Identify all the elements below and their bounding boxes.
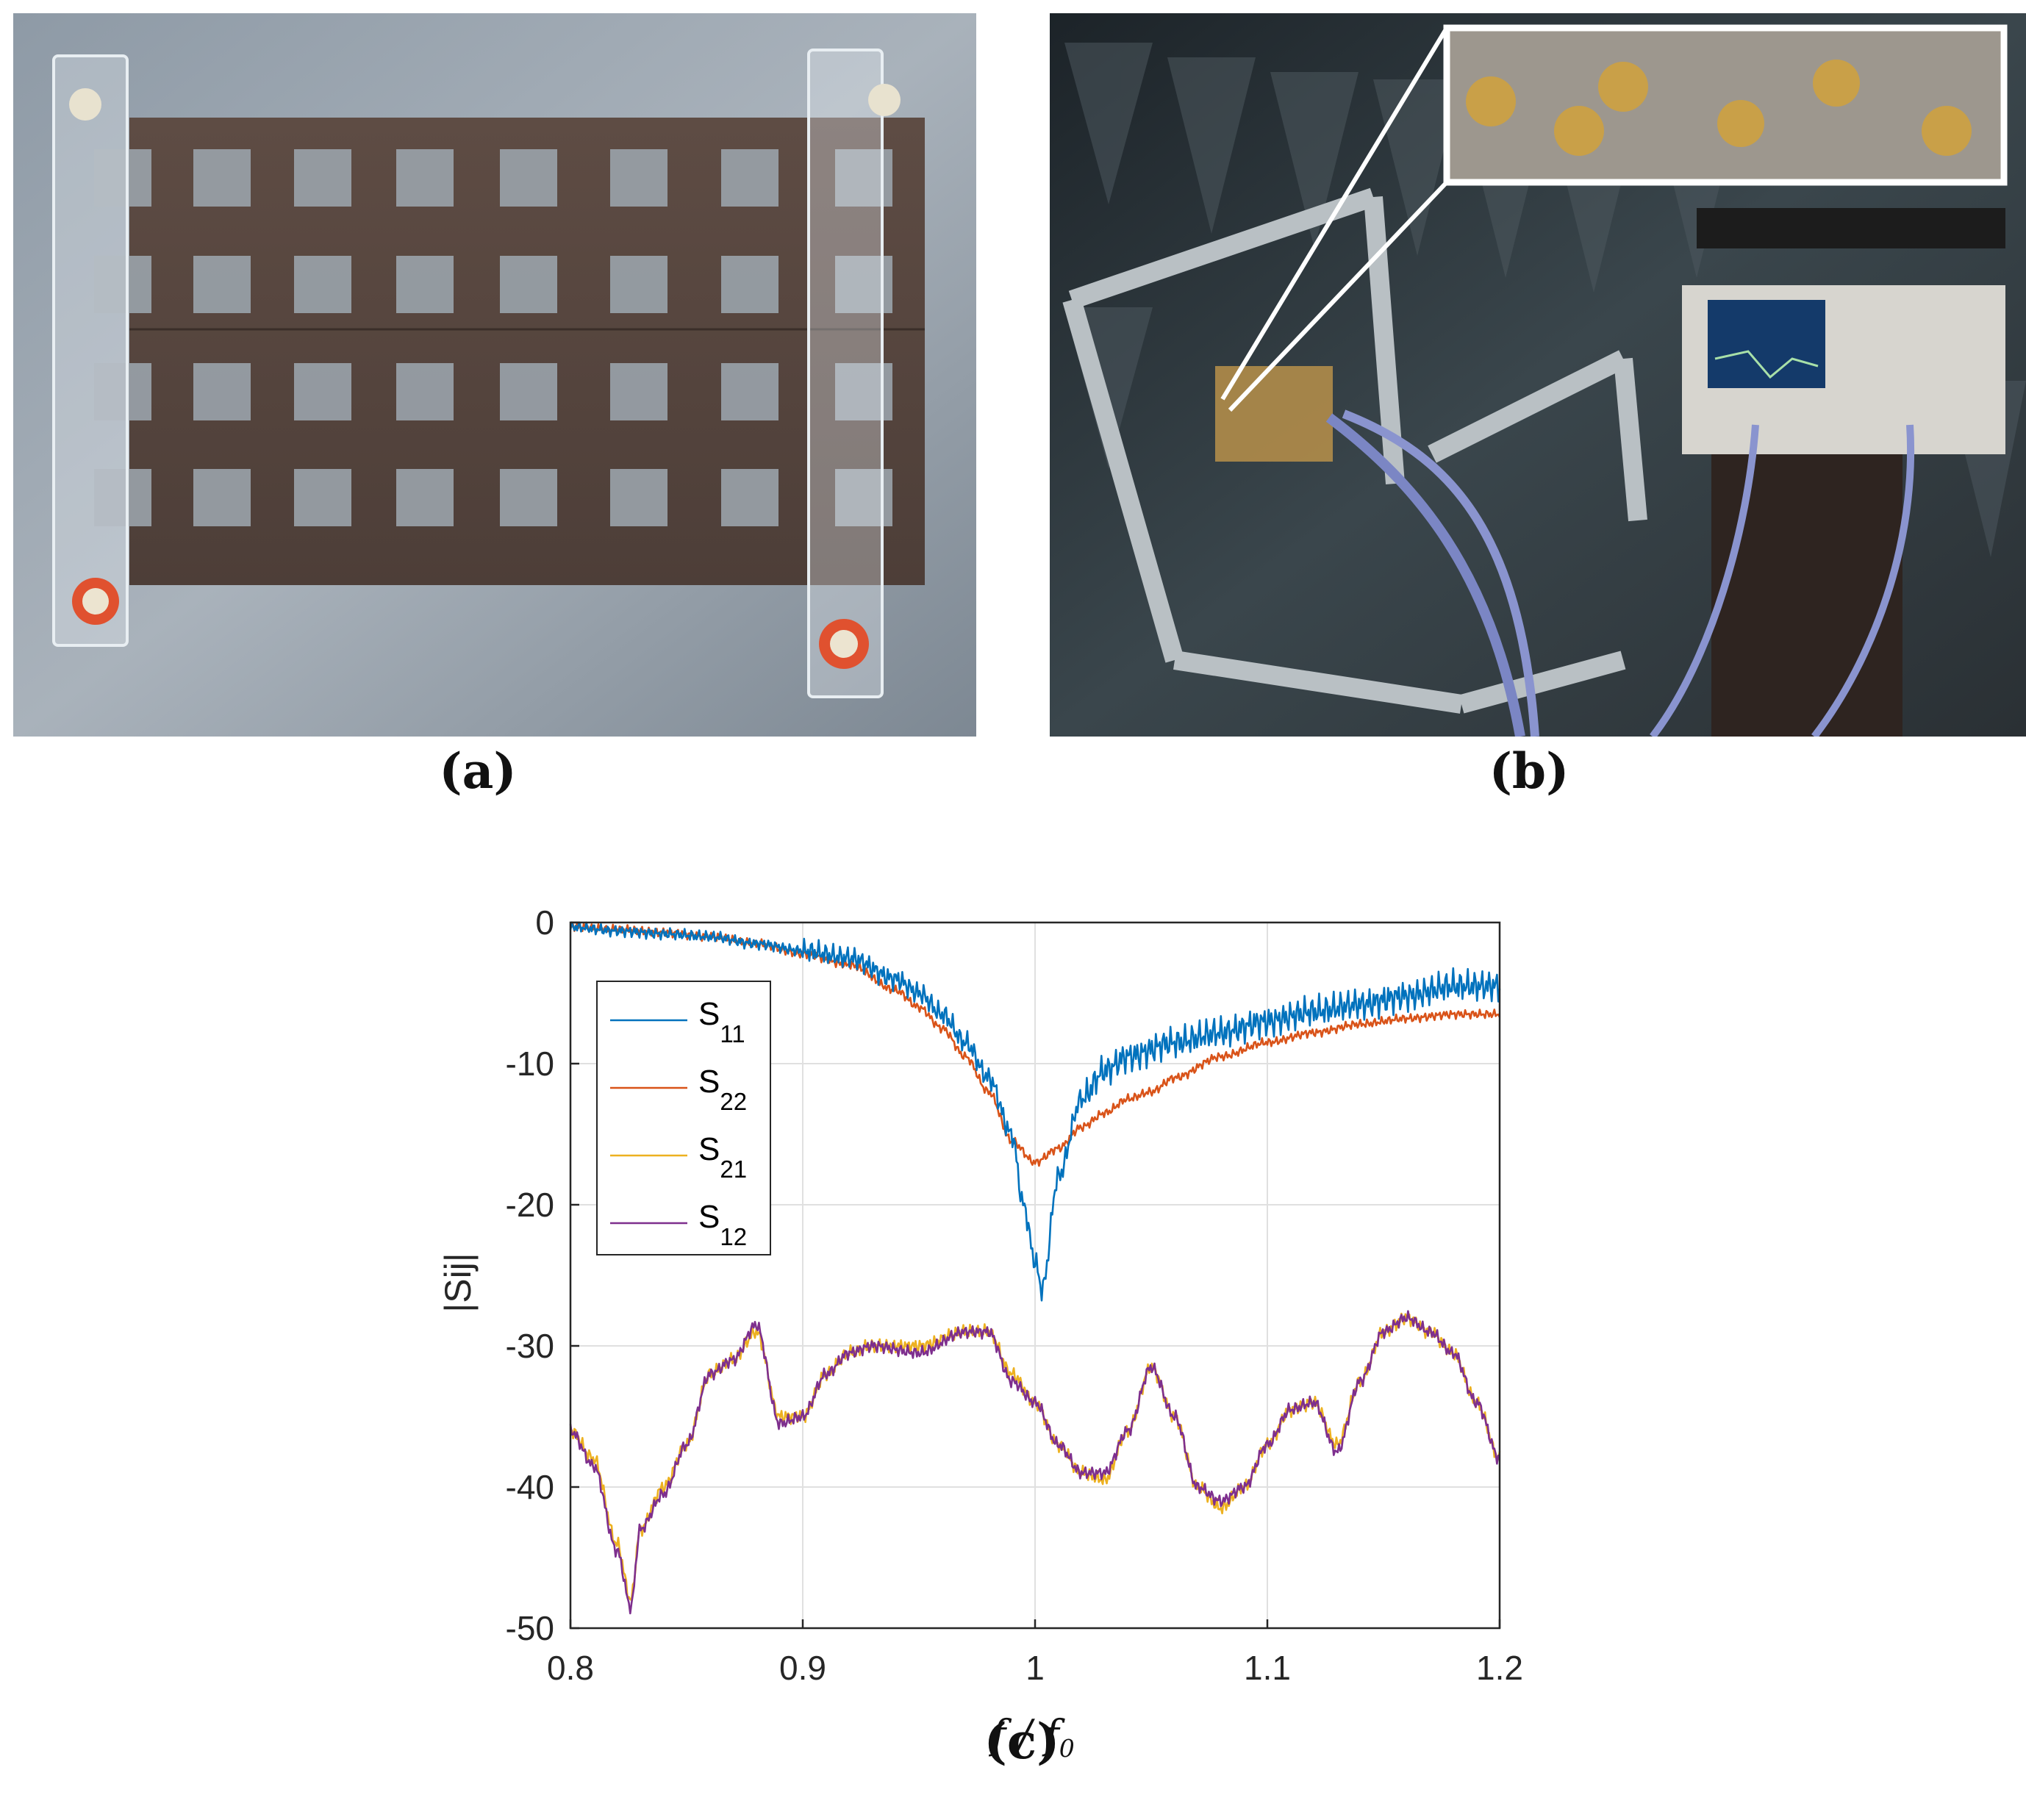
metal-patch — [610, 256, 667, 313]
metal-patch — [396, 256, 454, 313]
metal-patch — [500, 256, 557, 313]
metal-patch — [610, 149, 667, 207]
y-axis-ticks: 0 -10 -20 -30 -40 -50 — [506, 903, 579, 1647]
series-line-s22 — [570, 922, 1501, 1167]
metal-patch — [721, 469, 778, 526]
x-axis-label: f / f0 — [988, 1711, 1075, 1763]
metal-patch — [193, 469, 251, 526]
legend-label-s21: S21 — [698, 1131, 747, 1183]
legend-label-s22: S22 — [698, 1064, 747, 1115]
panel-label-b: (b) — [1489, 742, 1569, 800]
y-tick-label: -50 — [506, 1609, 554, 1647]
y-tick-label: -10 — [506, 1045, 554, 1083]
x-axis-ticks: 0.8 0.9 1 1.1 1.2 — [547, 1619, 1523, 1687]
patch-array — [94, 149, 892, 526]
x-tick-label: 1.2 — [1476, 1649, 1523, 1687]
metal-patch — [396, 363, 454, 420]
metal-patch — [610, 469, 667, 526]
coax-cable — [1342, 409, 1539, 737]
measurement-setup-drawing — [1050, 13, 2026, 737]
metal-patch — [94, 469, 151, 526]
metal-patch — [500, 149, 557, 207]
measurement-setup-photo — [1050, 13, 2026, 737]
x-tick-label: 0.8 — [547, 1649, 594, 1687]
acrylic-clamp-left — [52, 54, 129, 647]
metal-patch — [721, 149, 778, 207]
metal-patch — [500, 363, 557, 420]
metal-patch — [193, 256, 251, 313]
x-tick-label: 1 — [1025, 1649, 1045, 1687]
panel-label-a: (a) — [439, 742, 517, 800]
metal-patch — [94, 363, 151, 420]
metal-patch — [610, 363, 667, 420]
chart-legend: S11 S22 S21 S12 — [596, 981, 771, 1255]
aluminum-frame — [1062, 187, 1647, 714]
metal-patch — [294, 469, 351, 526]
coax-cable — [1325, 413, 1525, 737]
acrylic-clamp-right — [807, 49, 884, 698]
nylon-screw — [868, 84, 901, 116]
metal-patch — [396, 469, 454, 526]
prototype-photo-drawing — [13, 13, 976, 737]
legend-label-s11: S11 — [698, 996, 745, 1047]
metal-patch — [396, 149, 454, 207]
nylon-screw — [69, 88, 101, 121]
x-tick-label: 1.1 — [1244, 1649, 1291, 1687]
metal-patch — [294, 256, 351, 313]
connector-inset — [1443, 24, 2008, 186]
prototype-photo — [13, 13, 976, 737]
panel-label-c: (c) — [984, 1713, 1060, 1770]
y-tick-label: -30 — [506, 1327, 554, 1365]
legend-box — [596, 981, 771, 1255]
keyboard — [1697, 208, 2005, 248]
y-axis-label: |Sij| — [437, 1253, 479, 1313]
chart-series — [569, 921, 1501, 1615]
x-tick-label: 0.9 — [779, 1649, 826, 1687]
metal-patch — [193, 363, 251, 420]
metal-patch — [294, 363, 351, 420]
series-line-s11 — [569, 921, 1501, 1302]
y-tick-label: -20 — [506, 1186, 554, 1224]
metal-patch — [94, 256, 151, 313]
metal-patch — [193, 149, 251, 207]
y-tick-label: 0 — [535, 903, 554, 942]
metal-patch — [500, 469, 557, 526]
metal-patch — [94, 149, 151, 207]
legend-label-s12: S12 — [698, 1199, 747, 1250]
y-tick-label: -40 — [506, 1468, 554, 1506]
metal-patch — [721, 256, 778, 313]
metal-patch — [721, 363, 778, 420]
series-line-s12 — [569, 1310, 1500, 1615]
metal-patch — [294, 149, 351, 207]
